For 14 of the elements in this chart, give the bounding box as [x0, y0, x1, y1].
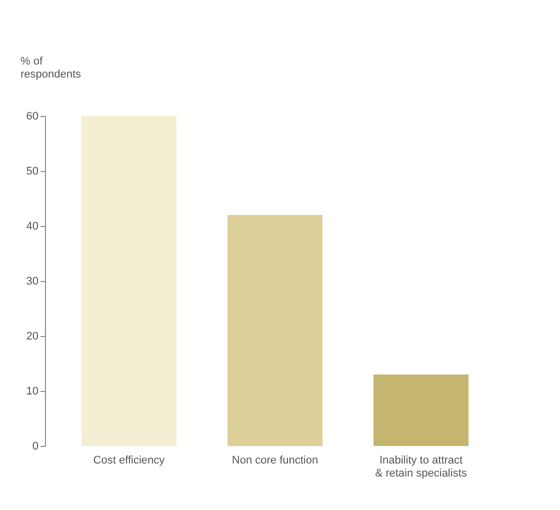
- y-tick-label: 0: [32, 440, 38, 452]
- y-tick-label: 60: [26, 110, 38, 122]
- y-tick-label: 30: [26, 276, 38, 288]
- bar: [81, 116, 176, 446]
- y-tick-label: 10: [26, 386, 38, 398]
- bar: [228, 215, 322, 446]
- bar: [374, 374, 469, 446]
- x-tick-label: Cost efficiency: [93, 454, 166, 466]
- y-tick-label: 40: [26, 220, 38, 232]
- x-tick-label: Non core function: [232, 454, 318, 466]
- y-axis-title: % of respondents: [20, 56, 82, 80]
- y-tick-label: 50: [26, 166, 38, 178]
- x-tick-label: Inability to attract & retain specialists: [375, 454, 468, 480]
- y-tick-label: 20: [26, 330, 38, 342]
